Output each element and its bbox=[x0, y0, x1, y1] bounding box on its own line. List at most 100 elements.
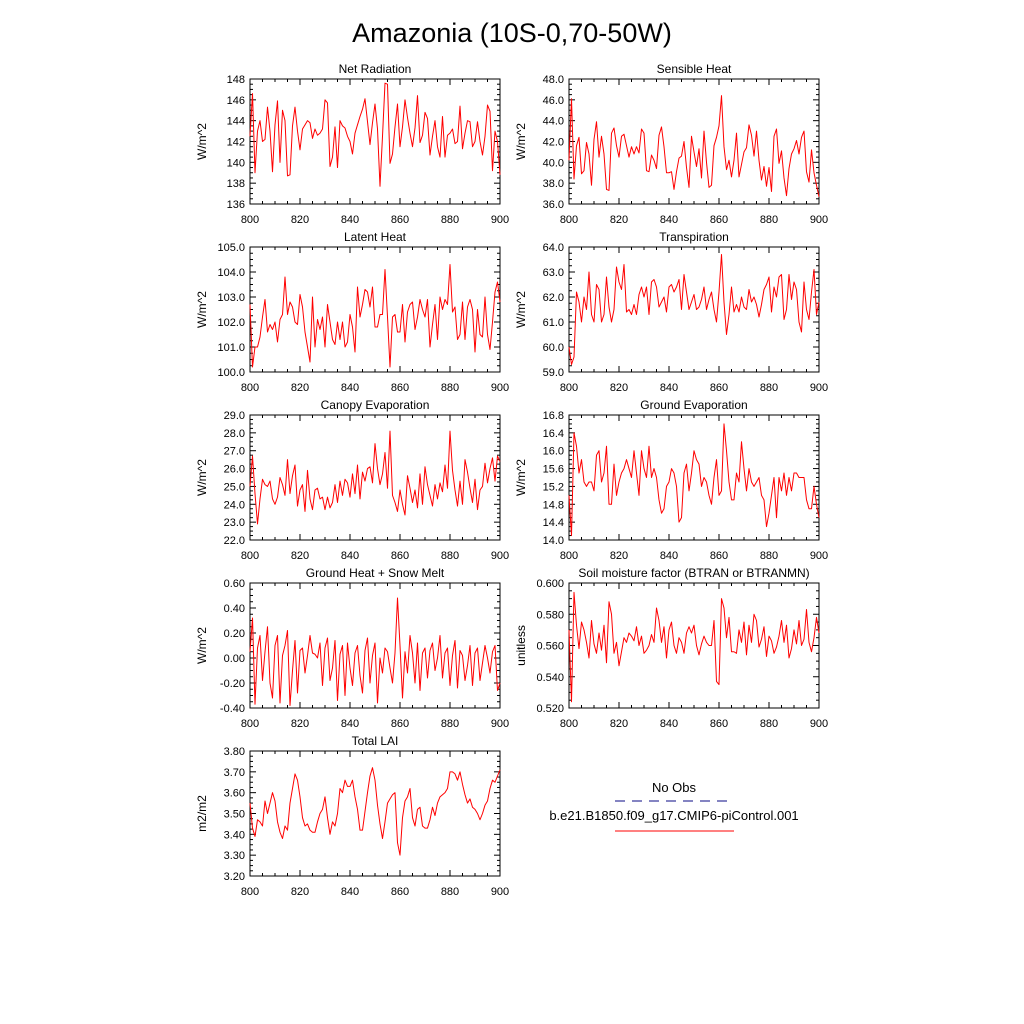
x-tick-label: 900 bbox=[810, 214, 828, 226]
x-tick-label: 840 bbox=[341, 886, 359, 898]
panel-soil-moisture-factor-btran-or-btranmn: 800 820 840 860 880 900 0.520 0.540 0.560 0.580 0.… bbox=[514, 566, 828, 730]
y-axis-label: W/m^2 bbox=[514, 291, 528, 328]
panel-title: Ground Heat + Snow Melt bbox=[306, 566, 445, 580]
series-line bbox=[249, 82, 501, 187]
y-tick-label: 44.0 bbox=[543, 116, 564, 128]
panel-net-radiation: 800 820 840 860 880 900 136 138 140 142 144 146 148 N… bbox=[195, 62, 509, 226]
y-tick-label: 64.0 bbox=[543, 242, 564, 254]
x-tick-label: 840 bbox=[341, 214, 359, 226]
x-tick-label: 820 bbox=[610, 550, 628, 562]
y-tick-label: 0.520 bbox=[536, 703, 564, 715]
legend-model-label: b.e21.B1850.f09_g17.CMIP6-piControl.001 bbox=[549, 808, 798, 823]
x-tick-label: 880 bbox=[760, 214, 778, 226]
plot-frame bbox=[568, 414, 820, 541]
y-tick-label: 15.2 bbox=[543, 481, 564, 493]
x-tick-label: 820 bbox=[291, 214, 309, 226]
y-tick-label: 3.50 bbox=[224, 809, 245, 821]
y-tick-label: 40.0 bbox=[543, 157, 564, 169]
y-tick-label: 16.0 bbox=[543, 446, 564, 458]
x-tick-label: 820 bbox=[291, 550, 309, 562]
x-tick-label: 880 bbox=[441, 886, 459, 898]
x-tick-label: 800 bbox=[241, 382, 259, 394]
y-tick-label: 104.0 bbox=[217, 267, 245, 279]
x-tick-label: 820 bbox=[610, 214, 628, 226]
y-tick-label: 24.0 bbox=[224, 499, 245, 511]
series-line bbox=[249, 597, 501, 706]
y-tick-label: 46.0 bbox=[543, 95, 564, 107]
x-tick-label: 860 bbox=[710, 382, 728, 394]
x-tick-label: 860 bbox=[391, 214, 409, 226]
y-tick-label: 146 bbox=[227, 95, 245, 107]
y-tick-label: 0.00 bbox=[224, 653, 245, 665]
y-tick-label: 148 bbox=[227, 74, 245, 86]
y-tick-label: -0.20 bbox=[220, 678, 245, 690]
x-tick-label: 840 bbox=[660, 382, 678, 394]
x-tick-label: 860 bbox=[391, 382, 409, 394]
x-tick-label: 880 bbox=[441, 214, 459, 226]
x-tick-label: 800 bbox=[241, 550, 259, 562]
x-tick-label: 900 bbox=[491, 214, 509, 226]
y-tick-label: 16.8 bbox=[543, 410, 564, 422]
panel-total-lai: 800 820 840 860 880 900 3.20 3.30 3.40 3.50 3.60 3.… bbox=[195, 734, 509, 898]
y-tick-label: 100.0 bbox=[217, 367, 245, 379]
x-tick-label: 820 bbox=[610, 718, 628, 730]
panel-title: Transpiration bbox=[659, 230, 729, 244]
plot-frame bbox=[568, 582, 820, 709]
y-tick-label: 3.70 bbox=[224, 767, 245, 779]
y-tick-label: 3.20 bbox=[224, 871, 245, 883]
panels: 800 820 840 860 880 900 136 138 140 142 144 146 148 N… bbox=[195, 62, 828, 898]
y-tick-label: 28.0 bbox=[224, 428, 245, 440]
y-tick-label: 0.60 bbox=[224, 578, 245, 590]
y-axis-label: W/m^2 bbox=[514, 123, 528, 160]
x-tick-label: 800 bbox=[560, 718, 578, 730]
x-tick-label: 900 bbox=[491, 382, 509, 394]
x-tick-label: 800 bbox=[241, 214, 259, 226]
x-tick-label: 820 bbox=[291, 886, 309, 898]
y-tick-label: 3.40 bbox=[224, 829, 245, 841]
y-axis-label: m2/m2 bbox=[195, 795, 209, 832]
y-tick-label: 144 bbox=[227, 116, 245, 128]
legend-obs-label: No Obs bbox=[652, 780, 697, 795]
y-tick-label: 15.6 bbox=[543, 464, 564, 476]
x-tick-label: 880 bbox=[441, 550, 459, 562]
panel-title: Canopy Evaporation bbox=[321, 398, 430, 412]
x-tick-label: 900 bbox=[491, 550, 509, 562]
panel-title: Ground Evaporation bbox=[640, 398, 747, 412]
x-tick-label: 860 bbox=[710, 214, 728, 226]
x-tick-label: 800 bbox=[560, 382, 578, 394]
y-tick-label: 0.600 bbox=[536, 578, 564, 590]
y-tick-label: 22.0 bbox=[224, 535, 245, 547]
y-axis-label: unitless bbox=[514, 625, 528, 666]
y-tick-label: 63.0 bbox=[543, 267, 564, 279]
x-tick-label: 820 bbox=[291, 382, 309, 394]
x-tick-label: 900 bbox=[491, 886, 509, 898]
y-tick-label: 42.0 bbox=[543, 137, 564, 149]
y-tick-label: 38.0 bbox=[543, 178, 564, 190]
y-tick-label: 3.80 bbox=[224, 746, 245, 758]
panel-sensible-heat: 800 820 840 860 880 900 36.0 38.0 40.0 42.0 44.0 46… bbox=[514, 62, 828, 226]
plot-frame bbox=[249, 414, 501, 541]
x-tick-label: 840 bbox=[341, 382, 359, 394]
y-tick-label: 101.0 bbox=[217, 342, 245, 354]
x-tick-label: 900 bbox=[491, 718, 509, 730]
x-tick-label: 860 bbox=[710, 718, 728, 730]
y-tick-label: 138 bbox=[227, 178, 245, 190]
y-axis-label: W/m^2 bbox=[195, 123, 209, 160]
y-axis-label: W/m^2 bbox=[514, 459, 528, 496]
series-line bbox=[568, 95, 820, 197]
x-tick-label: 880 bbox=[441, 382, 459, 394]
plot-frame bbox=[568, 246, 820, 373]
x-tick-label: 800 bbox=[241, 718, 259, 730]
x-tick-label: 860 bbox=[391, 550, 409, 562]
y-tick-label: 140 bbox=[227, 157, 245, 169]
panel-ground-heat-snow-melt: 800 820 840 860 880 900 -0.40 -0.20 0.00 0.20 0.40… bbox=[195, 566, 509, 730]
x-tick-label: 880 bbox=[760, 382, 778, 394]
x-tick-label: 800 bbox=[560, 550, 578, 562]
y-tick-label: 0.20 bbox=[224, 628, 245, 640]
panel-title: Soil moisture factor (BTRAN or BTRANMN) bbox=[578, 566, 809, 580]
x-tick-label: 900 bbox=[810, 382, 828, 394]
y-tick-label: 142 bbox=[227, 137, 245, 149]
x-tick-label: 800 bbox=[241, 886, 259, 898]
y-tick-label: 60.0 bbox=[543, 342, 564, 354]
